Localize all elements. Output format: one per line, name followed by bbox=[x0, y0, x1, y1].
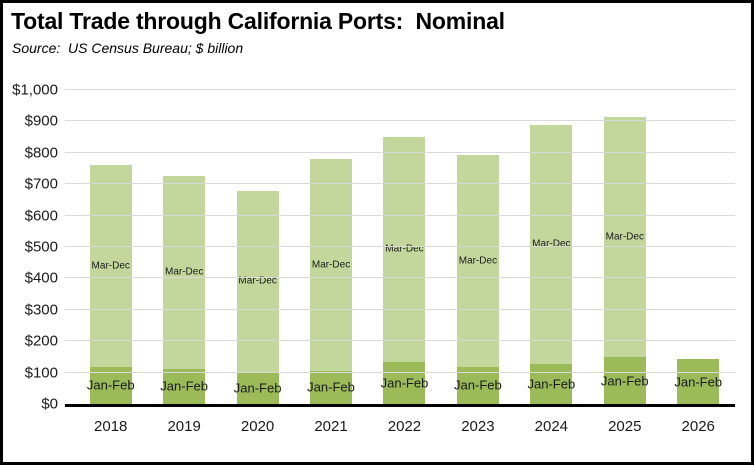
gridline-600 bbox=[65, 214, 735, 216]
segment-label-mar-dec: Mar-Dec bbox=[238, 275, 277, 287]
segment-label-mar-dec: Mar-Dec bbox=[532, 238, 571, 250]
y-tick-label-300: $300 bbox=[24, 301, 58, 319]
segment-label-jan-feb: Jan-Feb bbox=[674, 374, 723, 390]
bar-group-2018: Jan-Feb Mar-Dec bbox=[74, 90, 147, 404]
x-axis: 2018 2019 2020 2021 2022 2023 2024 2025 2026 bbox=[74, 418, 735, 435]
bar-2025: Jan-Feb Mar-Dec bbox=[600, 90, 649, 404]
gridline-400 bbox=[65, 277, 735, 279]
bar-group-2025: Jan-Feb Mar-Dec bbox=[588, 90, 661, 404]
bar-segment-2022-mar-dec: Mar-Dec bbox=[383, 136, 426, 362]
x-tick-label-2021: 2021 bbox=[314, 418, 348, 435]
segment-label-jan-feb: Jan-Feb bbox=[307, 379, 355, 395]
bar-2023: Jan-Feb Mar-Dec bbox=[454, 90, 502, 404]
bar-segment-2020-mar-dec: Mar-Dec bbox=[236, 190, 279, 372]
x-axis-line bbox=[65, 404, 735, 407]
segment-label-jan-feb: Jan-Feb bbox=[380, 375, 429, 391]
chart-subtitle: Source: US Census Bureau; $ billion bbox=[12, 40, 244, 56]
bar-segment-2024-mar-dec: Mar-Dec bbox=[530, 124, 573, 365]
segment-label-jan-feb: Jan-Feb bbox=[527, 376, 576, 392]
segment-label-jan-feb: Jan-Feb bbox=[600, 373, 649, 389]
y-tick-label-100: $100 bbox=[24, 364, 58, 382]
y-tick-label-400: $400 bbox=[24, 269, 58, 287]
gridline-700 bbox=[65, 183, 735, 185]
plot-area: Jan-Feb Mar-Dec Jan-Feb Mar-Dec Jan-Feb Mar-D… bbox=[65, 89, 735, 407]
x-tick-label-2019: 2019 bbox=[167, 418, 201, 435]
y-tick-label-0: $0 bbox=[41, 395, 58, 413]
x-tick-label-2026: 2026 bbox=[681, 418, 715, 435]
chart-title: Total Trade through California Ports: No… bbox=[11, 8, 505, 34]
x-tick-label-2018: 2018 bbox=[94, 418, 128, 435]
gridline-300 bbox=[65, 308, 735, 310]
gridline-100 bbox=[65, 371, 735, 373]
y-axis: $0 $100 $200 $300 $400 $500 $600 $700 $800 $900 $1… bbox=[3, 82, 58, 413]
bar-segment-2019-jan-feb: Jan-Feb bbox=[160, 368, 209, 404]
x-tick-label-2020: 2020 bbox=[240, 418, 275, 435]
bar-group-2022: Jan-Feb Mar-Dec bbox=[368, 90, 441, 404]
bar-segment-2024-jan-feb: Jan-Feb bbox=[527, 364, 576, 404]
bar-segment-2026-jan-feb: Jan-Feb bbox=[674, 359, 723, 404]
bar-group-2020: Jan-Feb Mar-Dec bbox=[221, 90, 294, 404]
bar-segment-2021-mar-dec: Mar-Dec bbox=[310, 159, 353, 371]
bar-group-2023: Jan-Feb Mar-Dec bbox=[441, 90, 514, 404]
bar-segment-2022-jan-feb: Jan-Feb bbox=[381, 361, 428, 404]
y-tick-label-1000: $1,000 bbox=[12, 81, 58, 99]
bar-group-2024: Jan-Feb Mar-Dec bbox=[515, 90, 588, 404]
bar-2021: Jan-Feb Mar-Dec bbox=[307, 90, 355, 404]
y-tick-label-600: $600 bbox=[24, 207, 58, 225]
segment-label-jan-feb: Jan-Feb bbox=[233, 380, 282, 396]
bar-2024: Jan-Feb Mar-Dec bbox=[527, 90, 576, 404]
bar-group-2019: Jan-Feb Mar-Dec bbox=[147, 90, 220, 404]
bar-segment-2018-jan-feb: Jan-Feb bbox=[86, 366, 135, 404]
segment-label-jan-feb: Jan-Feb bbox=[454, 377, 502, 393]
bar-group-2021: Jan-Feb Mar-Dec bbox=[294, 90, 367, 404]
bar-segment-2018-mar-dec: Mar-Dec bbox=[89, 164, 132, 367]
bar-segment-2025-jan-feb: Jan-Feb bbox=[600, 357, 649, 404]
segment-label-mar-dec: Mar-Dec bbox=[385, 243, 424, 255]
x-tick-label-2022: 2022 bbox=[387, 418, 422, 435]
bar-2018: Jan-Feb Mar-Dec bbox=[86, 90, 135, 404]
bar-group-2026: Jan-Feb bbox=[662, 90, 735, 404]
bar-segment-2023-mar-dec: Mar-Dec bbox=[456, 155, 499, 367]
y-tick-label-200: $200 bbox=[24, 332, 58, 350]
gridline-900 bbox=[65, 120, 735, 122]
gridline-200 bbox=[65, 340, 735, 342]
bars-layer: Jan-Feb Mar-Dec Jan-Feb Mar-Dec Jan-Feb Mar-D… bbox=[74, 90, 735, 404]
y-tick-label-700: $700 bbox=[24, 175, 58, 193]
y-tick-label-500: $500 bbox=[24, 238, 58, 256]
gridline-1000 bbox=[65, 89, 735, 90]
gridline-800 bbox=[65, 151, 735, 153]
segment-label-mar-dec: Mar-Dec bbox=[164, 266, 204, 278]
segment-label-jan-feb: Jan-Feb bbox=[160, 378, 209, 394]
bar-segment-2019-mar-dec: Mar-Dec bbox=[163, 176, 206, 369]
bar-segment-2020-jan-feb: Jan-Feb bbox=[233, 371, 282, 404]
segment-label-mar-dec: Mar-Dec bbox=[458, 255, 498, 267]
bar-segment-2021-jan-feb: Jan-Feb bbox=[307, 370, 355, 404]
segment-label-jan-feb: Jan-Feb bbox=[86, 377, 135, 393]
y-tick-label-900: $900 bbox=[24, 112, 58, 130]
bar-segment-2025-mar-dec: Mar-Dec bbox=[603, 116, 646, 358]
segment-label-mar-dec: Mar-Dec bbox=[605, 231, 644, 243]
gridline-500 bbox=[65, 246, 735, 247]
x-tick-label-2025: 2025 bbox=[608, 418, 642, 435]
bar-2026: Jan-Feb bbox=[674, 90, 723, 404]
bar-segment-2023-jan-feb: Jan-Feb bbox=[454, 366, 502, 404]
bar-2019: Jan-Feb Mar-Dec bbox=[160, 90, 209, 404]
bar-2020: Jan-Feb Mar-Dec bbox=[233, 90, 282, 404]
y-tick-label-800: $800 bbox=[24, 144, 58, 162]
bar-2022: Jan-Feb Mar-Dec bbox=[381, 90, 428, 404]
segment-label-mar-dec: Mar-Dec bbox=[311, 259, 351, 271]
x-tick-label-2024: 2024 bbox=[534, 418, 569, 435]
segment-label-mar-dec: Mar-Dec bbox=[91, 260, 130, 272]
x-tick-label-2023: 2023 bbox=[461, 418, 495, 435]
